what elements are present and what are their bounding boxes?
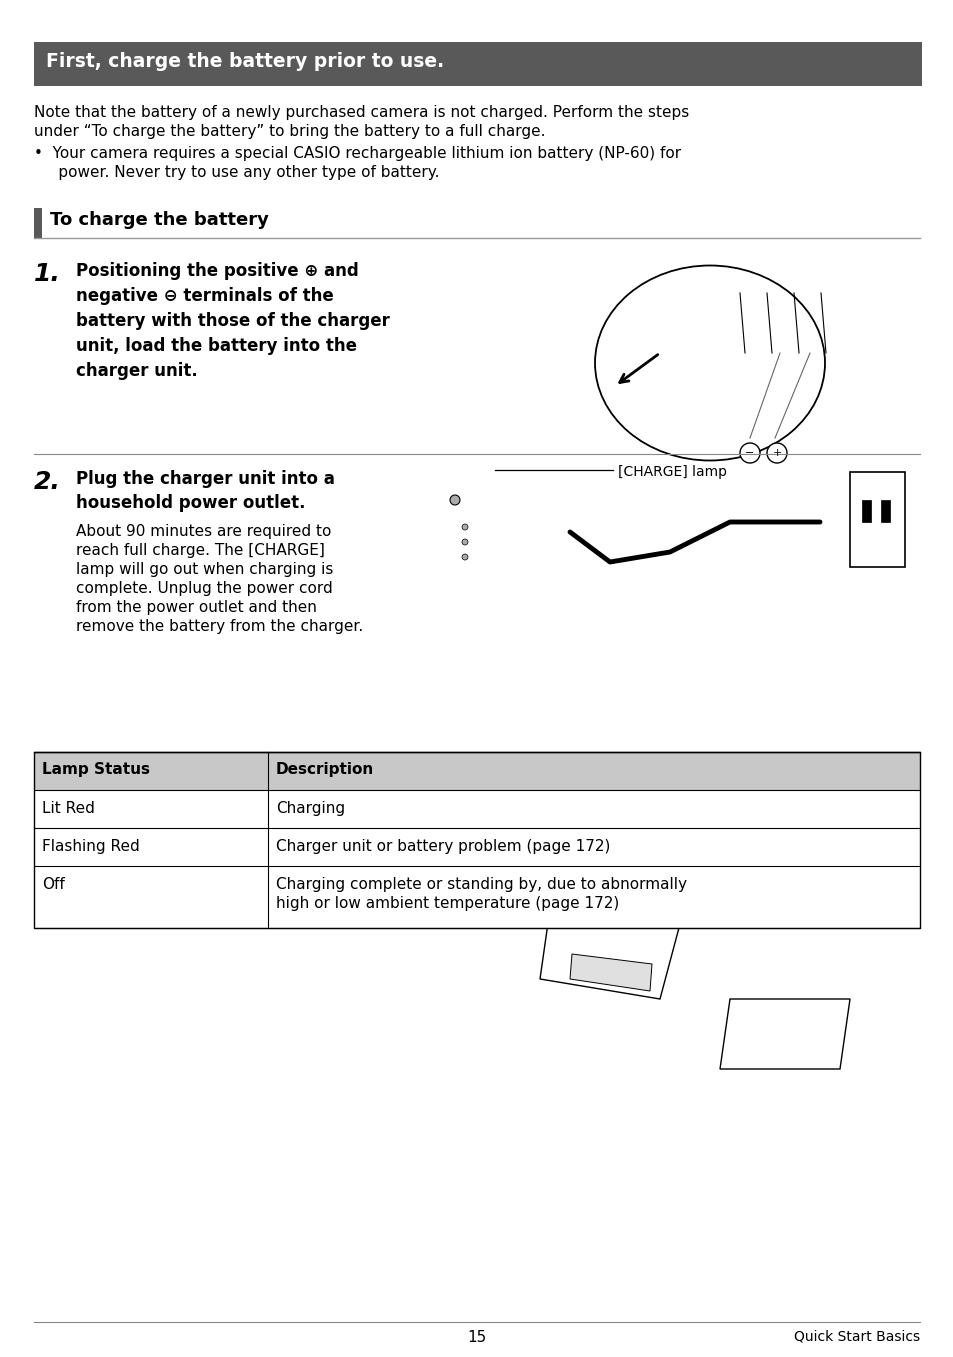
Text: Charging complete or standing by, due to abnormally: Charging complete or standing by, due to…	[275, 877, 686, 892]
Polygon shape	[720, 999, 849, 1069]
Text: battery with those of the charger: battery with those of the charger	[76, 312, 390, 330]
Text: 1.: 1.	[34, 262, 61, 286]
Bar	[880, 499, 889, 522]
Text: Charging: Charging	[275, 801, 345, 816]
Bar	[34, 828, 919, 866]
Text: Lit Red: Lit Red	[42, 801, 94, 816]
Text: unit, load the battery into the: unit, load the battery into the	[76, 337, 356, 356]
Text: Positioning the positive ⊕ and: Positioning the positive ⊕ and	[76, 262, 358, 280]
Text: household power outlet.: household power outlet.	[76, 494, 305, 512]
Bar	[849, 472, 904, 567]
Text: lamp will go out when charging is: lamp will go out when charging is	[76, 562, 333, 577]
Text: •  Your camera requires a special CASIO rechargeable lithium ion battery (NP-60): • Your camera requires a special CASIO r…	[34, 147, 680, 161]
Text: 2.: 2.	[34, 470, 61, 494]
Text: Description: Description	[275, 763, 374, 778]
Circle shape	[740, 442, 760, 463]
Text: power. Never try to use any other type of battery.: power. Never try to use any other type o…	[34, 166, 439, 180]
Bar	[862, 499, 870, 522]
Text: Lamp Status: Lamp Status	[42, 763, 150, 778]
Text: +: +	[772, 448, 781, 459]
Text: Plug the charger unit into a: Plug the charger unit into a	[76, 470, 335, 489]
Bar	[34, 752, 919, 928]
Circle shape	[450, 495, 459, 505]
Text: To charge the battery: To charge the battery	[50, 210, 269, 229]
Text: [CHARGE] lamp: [CHARGE] lamp	[618, 465, 726, 479]
Circle shape	[766, 442, 786, 463]
Text: Flashing Red: Flashing Red	[42, 839, 139, 854]
Text: reach full charge. The [CHARGE]: reach full charge. The [CHARGE]	[76, 543, 325, 558]
Text: negative ⊖ terminals of the: negative ⊖ terminals of the	[76, 286, 334, 305]
Bar	[34, 752, 919, 790]
Text: Charger unit or battery problem (page 172): Charger unit or battery problem (page 17…	[275, 839, 610, 854]
Polygon shape	[539, 909, 679, 999]
Bar	[34, 208, 42, 237]
Text: from the power outlet and then: from the power outlet and then	[76, 600, 316, 615]
Text: 15: 15	[467, 1330, 486, 1345]
Circle shape	[461, 539, 468, 546]
Text: charger unit.: charger unit.	[76, 362, 197, 380]
Bar	[34, 42, 921, 85]
Text: high or low ambient temperature (page 172): high or low ambient temperature (page 17…	[275, 896, 618, 911]
Polygon shape	[569, 954, 651, 991]
Text: Quick Start Basics: Quick Start Basics	[793, 1330, 919, 1343]
Ellipse shape	[595, 266, 824, 460]
Text: First, charge the battery prior to use.: First, charge the battery prior to use.	[46, 52, 444, 71]
Polygon shape	[820, 826, 847, 854]
Polygon shape	[435, 767, 569, 875]
Bar	[34, 866, 919, 928]
Text: under “To charge the battery” to bring the battery to a full charge.: under “To charge the battery” to bring t…	[34, 123, 545, 138]
Bar	[34, 790, 919, 828]
Text: Note that the battery of a newly purchased camera is not charged. Perform the st: Note that the battery of a newly purchas…	[34, 104, 688, 119]
Text: −: −	[744, 448, 754, 459]
Text: complete. Unplug the power cord: complete. Unplug the power cord	[76, 581, 333, 596]
Text: remove the battery from the charger.: remove the battery from the charger.	[76, 619, 363, 634]
Text: Off: Off	[42, 877, 65, 892]
Circle shape	[461, 554, 468, 560]
Text: About 90 minutes are required to: About 90 minutes are required to	[76, 524, 331, 539]
Circle shape	[461, 524, 468, 531]
